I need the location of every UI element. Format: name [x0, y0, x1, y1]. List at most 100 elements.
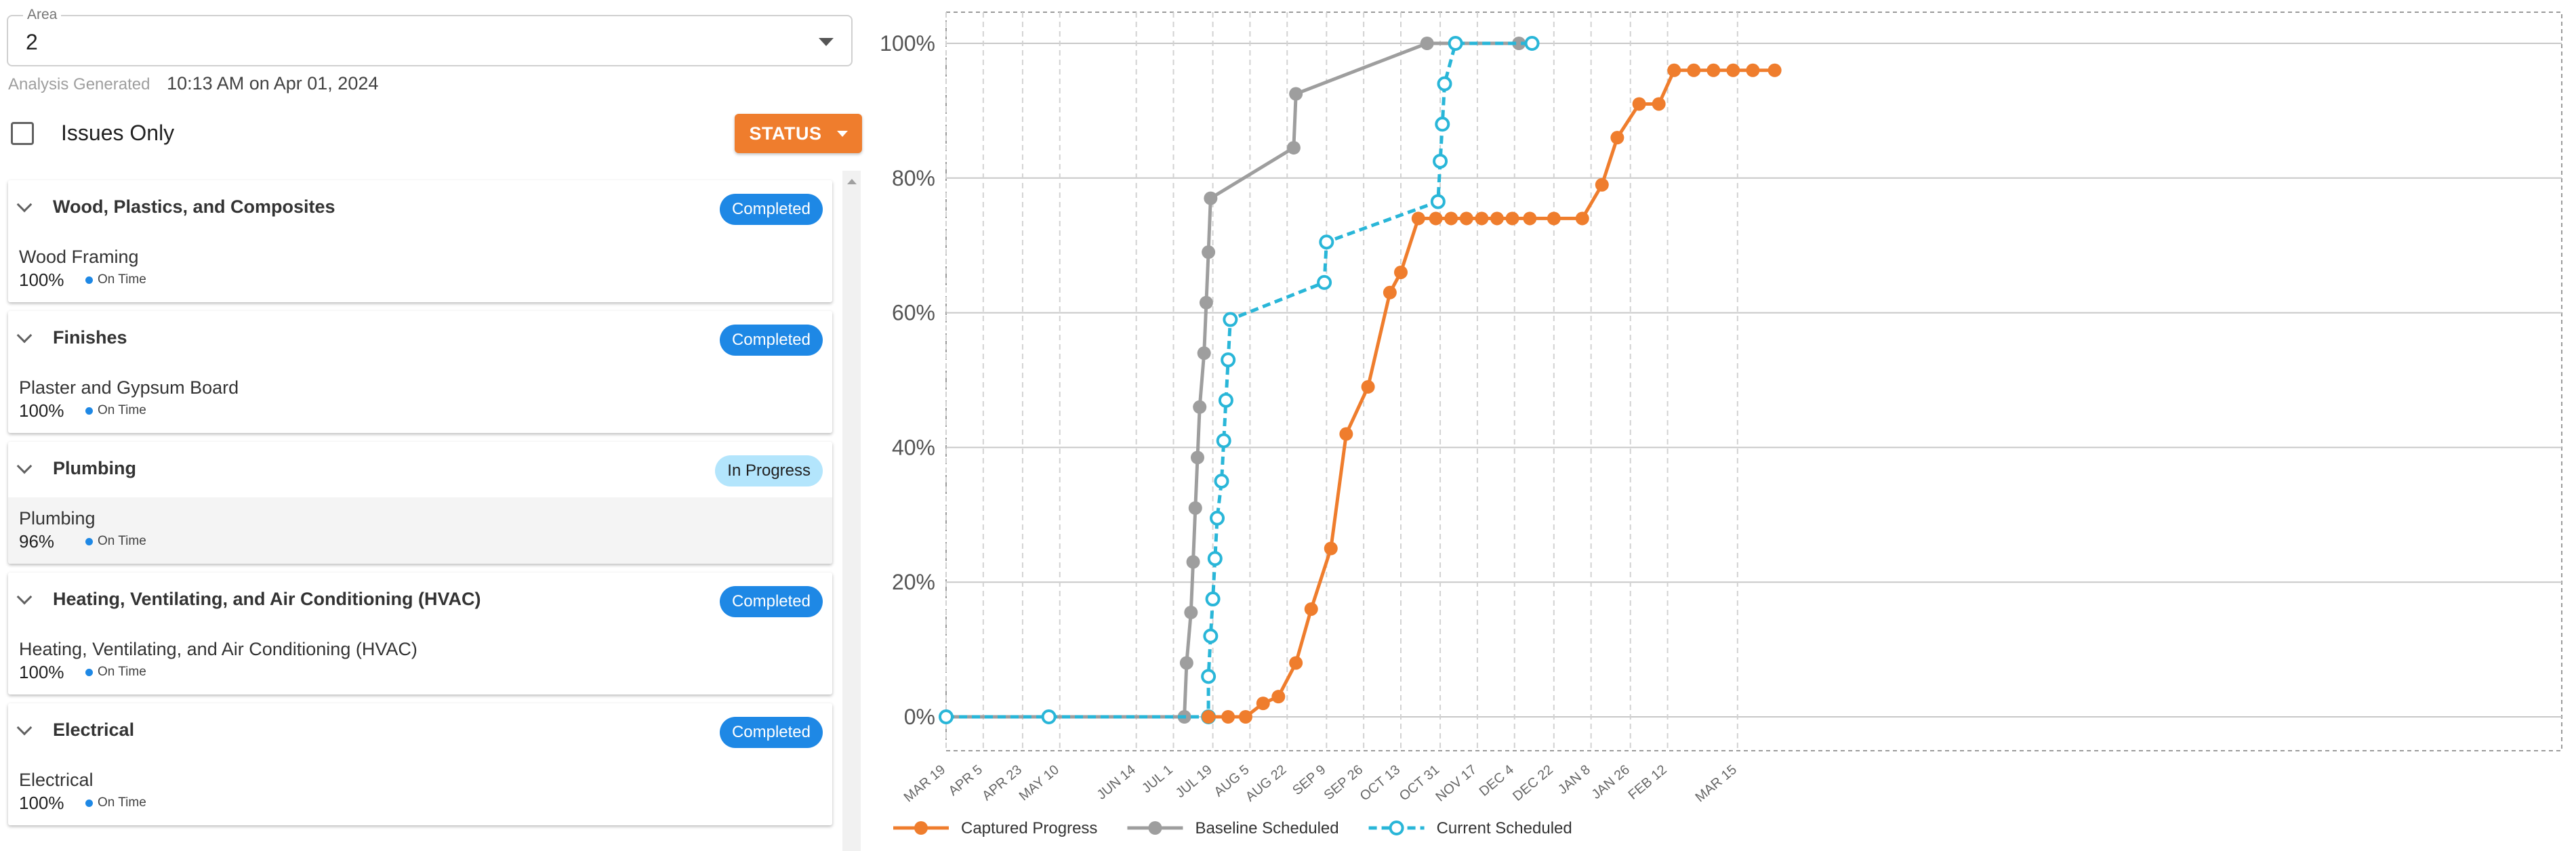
card-header[interactable]: Heating, Ventilating, and Air Conditioni…	[8, 573, 832, 628]
area-select[interactable]: Area 2	[7, 7, 853, 66]
caret-down-icon	[819, 38, 834, 46]
data-point	[1214, 474, 1229, 489]
status-button[interactable]: STATUS	[735, 114, 862, 153]
series-captured-progress	[1202, 63, 1782, 724]
data-point	[1490, 211, 1504, 226]
list-item[interactable]: Finishes Completed Plaster and Gypsum Bo…	[8, 311, 832, 433]
data-point	[1179, 656, 1193, 670]
data-point	[1201, 669, 1217, 684]
data-point	[1238, 710, 1252, 724]
data-point	[1184, 605, 1198, 619]
status-dot-icon	[85, 537, 93, 545]
data-point	[1767, 63, 1782, 77]
list-item[interactable]: Electrical Completed Electrical 100% On …	[8, 703, 832, 825]
schedule-state-label: On Time	[98, 665, 146, 679]
item-percent: 96%	[19, 531, 55, 552]
card-title: Electrical	[53, 720, 135, 740]
data-point	[1420, 37, 1434, 50]
data-point	[939, 709, 954, 724]
schedule-state: On Time	[85, 665, 146, 680]
data-point	[1188, 501, 1202, 515]
data-point	[1317, 274, 1332, 290]
data-point	[1523, 211, 1537, 226]
series-current-scheduled	[939, 36, 1540, 724]
item-name: Electrical	[19, 770, 94, 790]
data-point	[1746, 63, 1760, 77]
left-panel: Area 2 Analysis Generated 10:13 AM on Ap…	[0, 0, 874, 851]
chevron-down-icon[interactable]	[16, 720, 33, 736]
chevron-down-icon[interactable]	[16, 458, 33, 474]
item-name: Plumbing	[19, 508, 96, 528]
list-item[interactable]: Wood, Plastics, and Composites Completed…	[8, 180, 832, 302]
chevron-down-icon[interactable]	[16, 589, 33, 605]
area-select-label: Area	[23, 7, 62, 23]
data-point	[1221, 352, 1236, 368]
data-point	[1216, 433, 1231, 449]
list-scrollbar[interactable]	[842, 171, 861, 851]
data-point	[1706, 63, 1721, 77]
card-body[interactable]: Plaster and Gypsum Board 100% On Time	[8, 367, 832, 433]
data-point	[1448, 36, 1463, 51]
data-point	[1289, 656, 1303, 670]
x-tick-label: JAN 8	[1555, 762, 1593, 797]
card-title: Wood, Plastics, and Composites	[53, 196, 335, 217]
data-point	[1512, 37, 1526, 50]
card-title: Heating, Ventilating, and Air Conditioni…	[53, 589, 481, 609]
card-header[interactable]: Wood, Plastics, and Composites Completed	[8, 180, 832, 236]
data-point	[1304, 602, 1318, 616]
legend-swatch-marker	[914, 821, 928, 835]
data-point	[1411, 211, 1425, 226]
card-header[interactable]: Electrical Completed	[8, 703, 832, 759]
issues-only-checkbox[interactable]	[11, 121, 34, 145]
analysis-generated-label: Analysis Generated	[8, 75, 150, 94]
item-name: Heating, Ventilating, and Air Conditioni…	[19, 639, 417, 659]
data-point	[1429, 211, 1443, 226]
card-header[interactable]: Plumbing In Progress	[8, 442, 832, 497]
card-title: Plumbing	[53, 458, 136, 478]
data-point	[1444, 211, 1458, 226]
series-line	[946, 41, 1532, 719]
data-point	[1437, 76, 1452, 91]
data-point	[1223, 312, 1238, 327]
issues-only-toggle[interactable]: Issues Only	[11, 121, 174, 146]
y-tick-label: 20%	[892, 570, 935, 594]
card-header[interactable]: Finishes Completed	[8, 311, 832, 367]
series-baseline-scheduled	[939, 37, 1526, 724]
analysis-generated: Analysis Generated 10:13 AM on Apr 01, 2…	[8, 73, 378, 94]
item-percent: 100%	[19, 662, 64, 682]
schedule-state-label: On Time	[98, 534, 146, 548]
card-body[interactable]: Electrical 100% On Time	[8, 759, 832, 825]
area-select-value: 2	[26, 30, 38, 54]
schedule-state: On Time	[85, 272, 146, 287]
x-tick-label: DEC 22	[1510, 762, 1556, 804]
list-item[interactable]: Heating, Ventilating, and Air Conditioni…	[8, 573, 832, 694]
status-dot-icon	[85, 407, 93, 415]
data-point	[1289, 87, 1303, 101]
x-tick-label: JAN 26	[1589, 762, 1633, 802]
card-body[interactable]: Plumbing 96% On Time	[8, 497, 832, 564]
data-point	[1186, 555, 1200, 569]
data-point	[1256, 697, 1270, 711]
status-badge: Completed	[719, 717, 823, 748]
caret-down-icon	[836, 130, 848, 137]
chevron-down-icon[interactable]	[16, 327, 33, 344]
x-tick-label: OCT 13	[1357, 762, 1404, 804]
data-point	[1475, 211, 1489, 226]
data-point	[1041, 709, 1057, 724]
series-line	[946, 41, 1519, 719]
y-tick-label: 0%	[904, 705, 935, 729]
data-point	[1394, 265, 1408, 279]
item-percent: 100%	[19, 793, 64, 813]
data-point	[1207, 551, 1223, 566]
status-badge: Completed	[719, 325, 823, 356]
scroll-up-icon[interactable]	[847, 179, 857, 184]
chevron-down-icon[interactable]	[16, 196, 33, 213]
x-tick-label: MAR 19	[901, 762, 948, 805]
data-point	[1199, 295, 1213, 310]
issues-only-label: Issues Only	[61, 121, 175, 145]
card-body[interactable]: Heating, Ventilating, and Air Conditioni…	[8, 628, 832, 694]
status-button-label: STATUS	[749, 123, 822, 144]
card-body[interactable]: Wood Framing 100% On Time	[8, 236, 832, 302]
status-dot-icon	[85, 276, 93, 284]
list-item[interactable]: Plumbing In Progress Plumbing 96% On Tim…	[8, 442, 832, 564]
